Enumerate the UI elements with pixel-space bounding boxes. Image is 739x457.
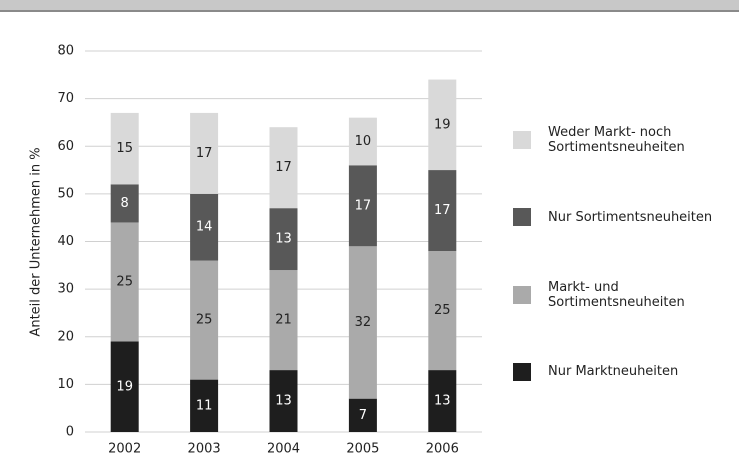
y-tick-label: 30 bbox=[57, 282, 74, 297]
value-label: 32 bbox=[355, 315, 372, 330]
bar-segment bbox=[428, 370, 457, 432]
bar-segment bbox=[190, 260, 219, 380]
bar-segment bbox=[348, 246, 377, 399]
value-label: 7 bbox=[359, 408, 367, 423]
bar-segment bbox=[269, 208, 298, 271]
value-label: 14 bbox=[196, 220, 213, 235]
bar-segment bbox=[428, 251, 457, 371]
y-tick-label: 70 bbox=[57, 91, 74, 106]
y-tick-label: 10 bbox=[57, 377, 74, 392]
legend-swatch bbox=[513, 208, 531, 227]
bar-segment bbox=[348, 117, 377, 166]
value-label: 25 bbox=[434, 303, 451, 318]
bar-segment bbox=[348, 165, 377, 247]
legend-swatch bbox=[513, 285, 531, 304]
y-tick-label: 60 bbox=[57, 139, 74, 154]
legend-item: Nur Sortimentsneuheiten bbox=[513, 202, 739, 232]
value-label: 10 bbox=[355, 134, 372, 149]
x-tick-label: 2002 bbox=[108, 442, 141, 457]
value-label: 13 bbox=[275, 394, 292, 409]
bar-segment bbox=[110, 341, 139, 432]
x-tick-label: 2004 bbox=[267, 442, 300, 457]
y-tick-label: 50 bbox=[57, 186, 74, 201]
bar-segment bbox=[190, 193, 219, 261]
bar-segment bbox=[269, 127, 298, 209]
legend-item: Nur Marktneuheiten bbox=[513, 357, 739, 387]
value-label: 19 bbox=[434, 117, 451, 132]
y-axis-label: Anteil der Unternehmen in % bbox=[29, 147, 44, 336]
bar-segment bbox=[110, 112, 139, 185]
bar-segment bbox=[348, 398, 377, 432]
value-label: 13 bbox=[434, 394, 451, 409]
value-label: 25 bbox=[196, 313, 213, 328]
legend-label: Nur Marktneuheiten bbox=[548, 364, 679, 380]
bar-segment bbox=[428, 79, 457, 171]
x-tick-label: 2006 bbox=[426, 442, 459, 457]
bar-segment bbox=[110, 184, 139, 223]
y-tick-label: 80 bbox=[57, 44, 74, 59]
top-band bbox=[0, 0, 739, 10]
value-label: 17 bbox=[355, 198, 372, 213]
bar-segment bbox=[269, 370, 298, 432]
y-tick-label: 20 bbox=[57, 329, 74, 344]
x-tick-label: 2003 bbox=[188, 442, 221, 457]
x-tick-label: 2005 bbox=[346, 442, 379, 457]
value-label: 21 bbox=[275, 313, 292, 328]
value-label: 15 bbox=[116, 141, 133, 156]
value-label: 13 bbox=[275, 232, 292, 247]
legend-item: Markt- und Sortimentsneuheiten bbox=[513, 280, 739, 310]
bar-segment bbox=[428, 170, 457, 252]
y-tick-label: 0 bbox=[66, 425, 74, 440]
y-tick-label: 40 bbox=[57, 234, 74, 249]
legend-label: Markt- und Sortimentsneuheiten bbox=[548, 279, 685, 310]
bar-segment bbox=[269, 270, 298, 371]
legend-label: Weder Markt- noch Sortimentsneuheiten bbox=[548, 125, 685, 155]
value-label: 11 bbox=[196, 398, 213, 413]
value-label: 8 bbox=[121, 196, 129, 211]
bar-segment bbox=[190, 379, 219, 432]
legend-swatch bbox=[513, 362, 531, 381]
bar-segment bbox=[110, 222, 139, 342]
bar-segment bbox=[190, 112, 219, 194]
legend-item: Weder Markt- noch Sortimentsneuheiten bbox=[513, 125, 739, 155]
value-label: 17 bbox=[275, 160, 292, 175]
legend-label: Nur Sortimentsneuheiten bbox=[548, 209, 713, 225]
value-label: 17 bbox=[196, 146, 213, 161]
value-label: 19 bbox=[116, 379, 133, 394]
legend-swatch bbox=[513, 131, 531, 149]
value-label: 25 bbox=[116, 274, 133, 289]
value-label: 17 bbox=[434, 203, 451, 218]
top-rule bbox=[0, 10, 739, 12]
